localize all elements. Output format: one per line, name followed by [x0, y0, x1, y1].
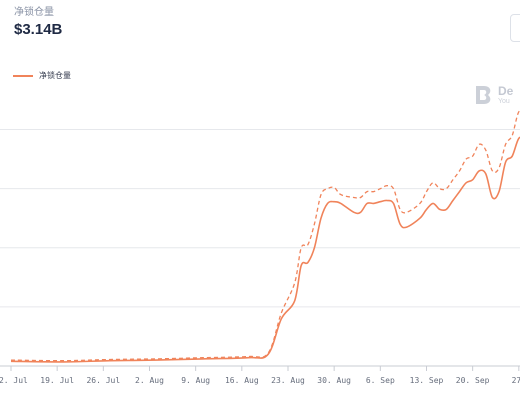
watermark-subtitle: You: [498, 97, 510, 105]
x-tick-label: 6. Sep: [366, 376, 395, 385]
x-tick-label: 26. Jul: [86, 376, 120, 385]
watermark: De You: [474, 84, 513, 106]
watermark-title: De: [498, 83, 514, 98]
x-axis-ticks: 12. Jul 19. Jul 26. Jul 2. Aug 9. Aug 16. Aug…: [0, 366, 520, 385]
options-button[interactable]: [510, 14, 520, 42]
series-line-dashed[interactable]: [10, 110, 520, 362]
legend-swatch: [13, 74, 33, 77]
x-tick-label: 30. Aug: [317, 376, 351, 385]
x-tick-label: 13. Sep: [410, 376, 444, 385]
x-tick-label: 20. Sep: [456, 376, 490, 385]
x-tick-label: 9. Aug: [181, 376, 210, 385]
metric-value: $3.14B: [14, 21, 63, 38]
x-tick-label: 16. Aug: [225, 376, 259, 385]
chart-grid: [0, 129, 520, 308]
chart-series: [10, 110, 520, 363]
x-tick-label: 23. Aug: [271, 376, 305, 385]
header: 净锁仓量 $3.14B: [14, 7, 62, 39]
x-tick-label: 2. Aug: [135, 376, 164, 385]
series-line-solid[interactable]: [10, 136, 520, 363]
x-tick-label: 27.: [512, 376, 520, 385]
legend-series-label: 净锁仓量: [39, 71, 71, 80]
chart-legend[interactable]: 净锁仓量: [13, 70, 71, 81]
metric-label: 净锁仓量: [14, 7, 54, 18]
x-tick-label: 12. Jul: [0, 376, 28, 385]
watermark-logo-icon: [476, 86, 491, 104]
x-tick-label: 19. Jul: [40, 376, 74, 385]
